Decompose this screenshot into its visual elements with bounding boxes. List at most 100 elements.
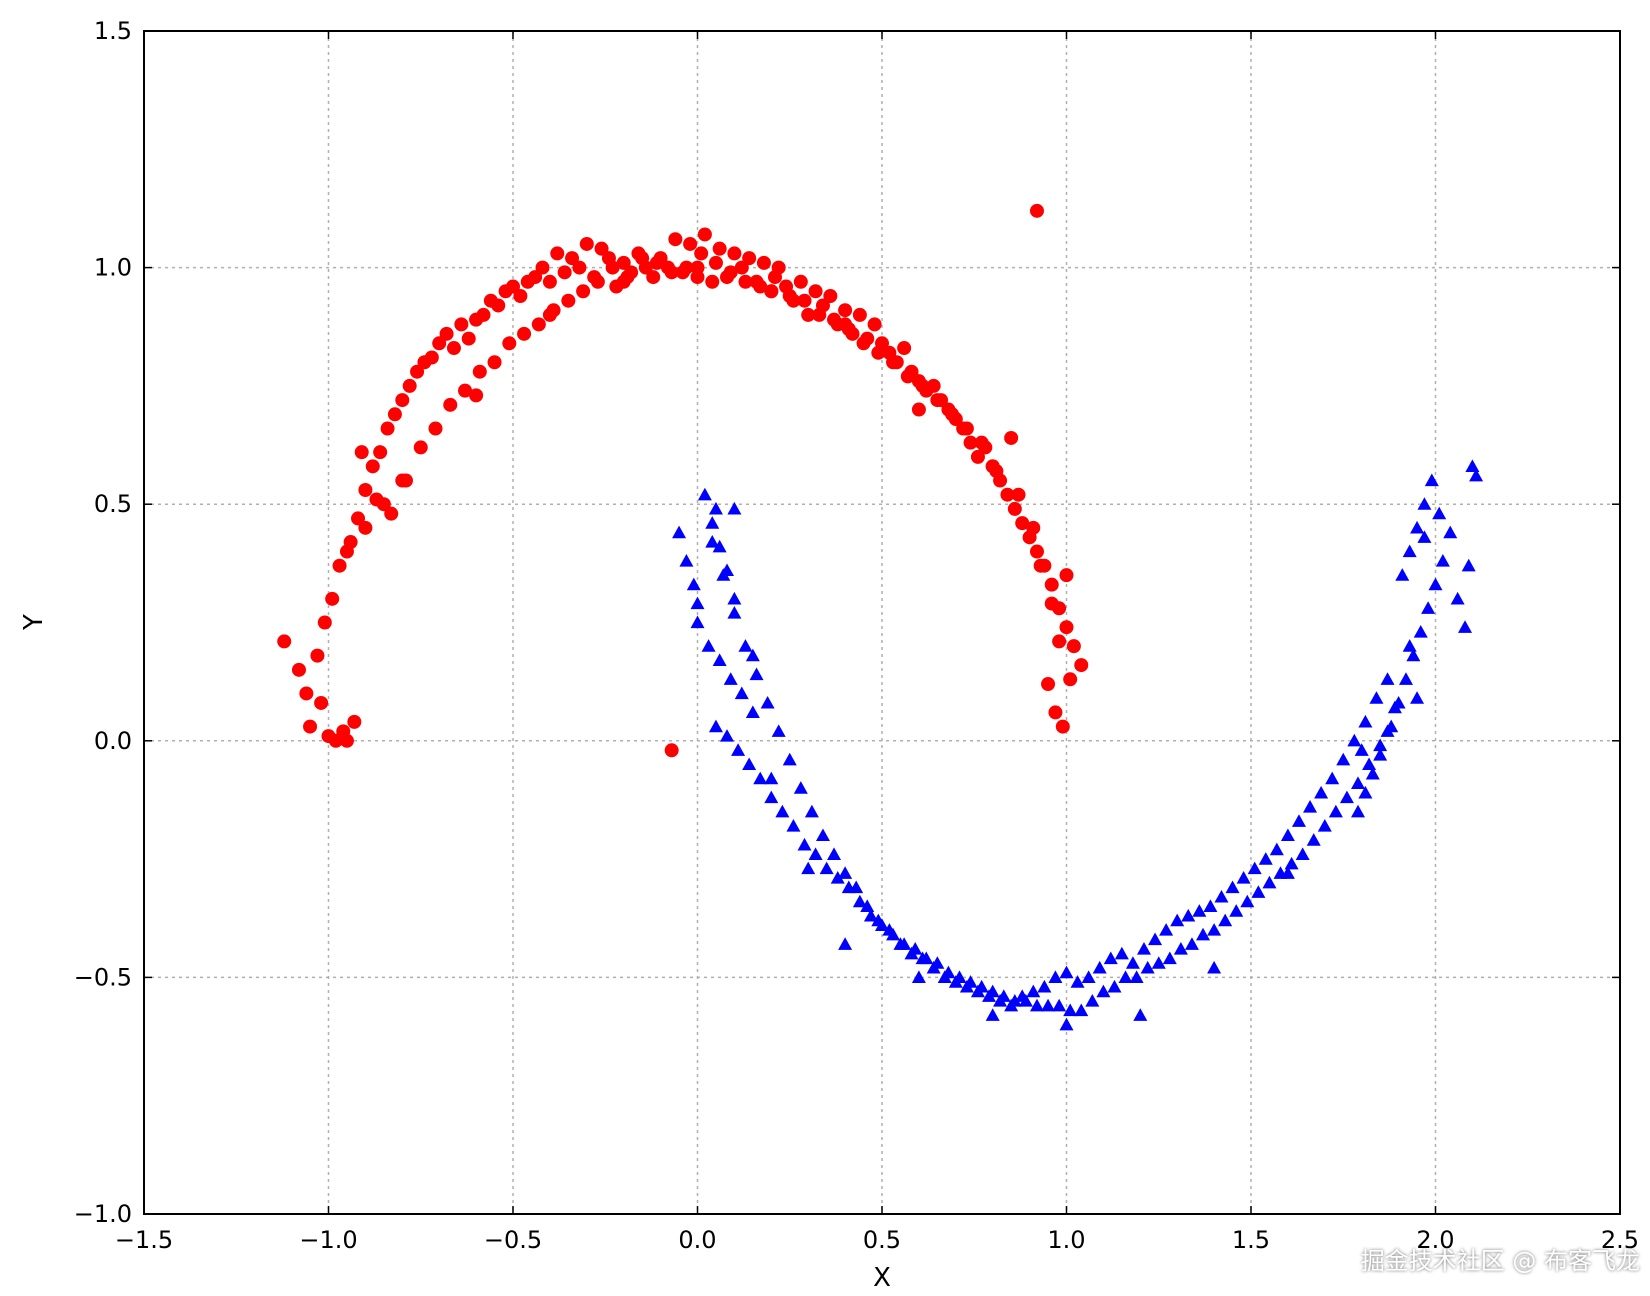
blue-point (937, 970, 952, 983)
blue-point (882, 923, 897, 936)
blue-point (712, 653, 727, 666)
blue-point (1428, 577, 1443, 591)
blue-point (797, 837, 812, 851)
blue-point (1081, 970, 1096, 983)
red-point (1015, 516, 1030, 531)
blue-point (1063, 1003, 1078, 1017)
blue-point (690, 615, 705, 629)
blue-point (745, 705, 760, 719)
red-point (782, 288, 797, 303)
blue-point (982, 989, 997, 1002)
red-point (616, 274, 631, 289)
blue-point (1458, 620, 1473, 633)
red-point (742, 251, 757, 266)
blue-point (1362, 757, 1377, 771)
blue-point (1410, 691, 1425, 704)
y-tick-label: 0.0 (94, 727, 132, 755)
blue-point (705, 535, 720, 548)
blue-point (1358, 714, 1373, 728)
red-point (506, 279, 520, 294)
blue-point (727, 591, 742, 605)
red-point (738, 274, 753, 289)
red-point (708, 255, 723, 270)
red-point (734, 260, 749, 275)
red-point (823, 288, 838, 303)
red-point (1041, 677, 1056, 692)
red-point (1055, 719, 1070, 734)
red-point (458, 383, 473, 398)
red-point (410, 364, 425, 379)
blue-point (1347, 733, 1362, 747)
blue-point (771, 724, 786, 737)
blue-point (1387, 700, 1402, 714)
blue-point (1085, 994, 1100, 1007)
red-point (303, 719, 318, 734)
blue-point (727, 606, 742, 619)
blue-point (993, 994, 1008, 1007)
red-point (365, 459, 380, 474)
blue-point (1015, 989, 1030, 1002)
gridlines (144, 31, 1620, 1214)
blue-point (860, 899, 875, 913)
red-point (856, 336, 871, 351)
blue-point (749, 667, 764, 681)
red-point (1044, 596, 1059, 611)
red-point (827, 312, 842, 327)
y-tick-label: −1.0 (74, 1200, 132, 1228)
red-point (930, 393, 945, 408)
blue-point (1410, 520, 1425, 534)
blue-point (1351, 776, 1366, 789)
series-red-circles (277, 203, 1089, 758)
red-point (317, 615, 332, 630)
blue-point (1317, 818, 1332, 832)
blue-point (1240, 894, 1255, 908)
blue-point (1192, 904, 1207, 917)
red-point (528, 270, 543, 285)
blue-point (1052, 998, 1067, 1012)
blue-point (1402, 639, 1417, 652)
red-point (1048, 705, 1063, 720)
red-point (945, 407, 960, 422)
blue-point (1125, 956, 1140, 969)
blue-point (672, 525, 687, 539)
blue-point (808, 847, 823, 860)
red-point (557, 265, 572, 280)
red-point (723, 265, 738, 280)
red-point (476, 307, 491, 322)
red-point (314, 695, 329, 710)
red-point (1059, 568, 1074, 583)
blue-point (679, 553, 694, 567)
blue-point (1247, 861, 1262, 875)
blue-point (849, 880, 864, 894)
red-point (432, 336, 447, 351)
blue-point (893, 937, 908, 950)
red-point (594, 241, 609, 256)
blue-point (1314, 785, 1329, 799)
red-point (1044, 577, 1059, 592)
blue-point (926, 960, 941, 974)
axis-ticks: −1.5 −1.0 −0.5 0.0 0.5 1.0 1.5 2.0 2.5−1.0−0.50.… (74, 17, 1639, 1254)
blue-point (1325, 771, 1340, 785)
red-point (911, 402, 926, 417)
blue-point (705, 516, 720, 529)
blue-point (1435, 553, 1450, 567)
blue-point (782, 752, 797, 766)
red-point (679, 260, 694, 275)
blue-point (775, 804, 790, 818)
red-point (424, 350, 439, 365)
blue-point (1029, 998, 1044, 1012)
blue-point (970, 984, 985, 998)
blue-point (1380, 724, 1395, 737)
red-point (428, 421, 443, 436)
blue-point (1306, 833, 1321, 846)
blue-point (1218, 913, 1233, 927)
series-blue-triangles (672, 459, 1484, 1031)
blue-point (1162, 951, 1177, 965)
blue-point (1280, 828, 1295, 842)
red-point (542, 307, 557, 322)
red-point (753, 279, 768, 294)
blue-point (1421, 601, 1436, 614)
red-point (380, 421, 395, 436)
red-point (808, 284, 823, 299)
red-point (767, 270, 782, 285)
